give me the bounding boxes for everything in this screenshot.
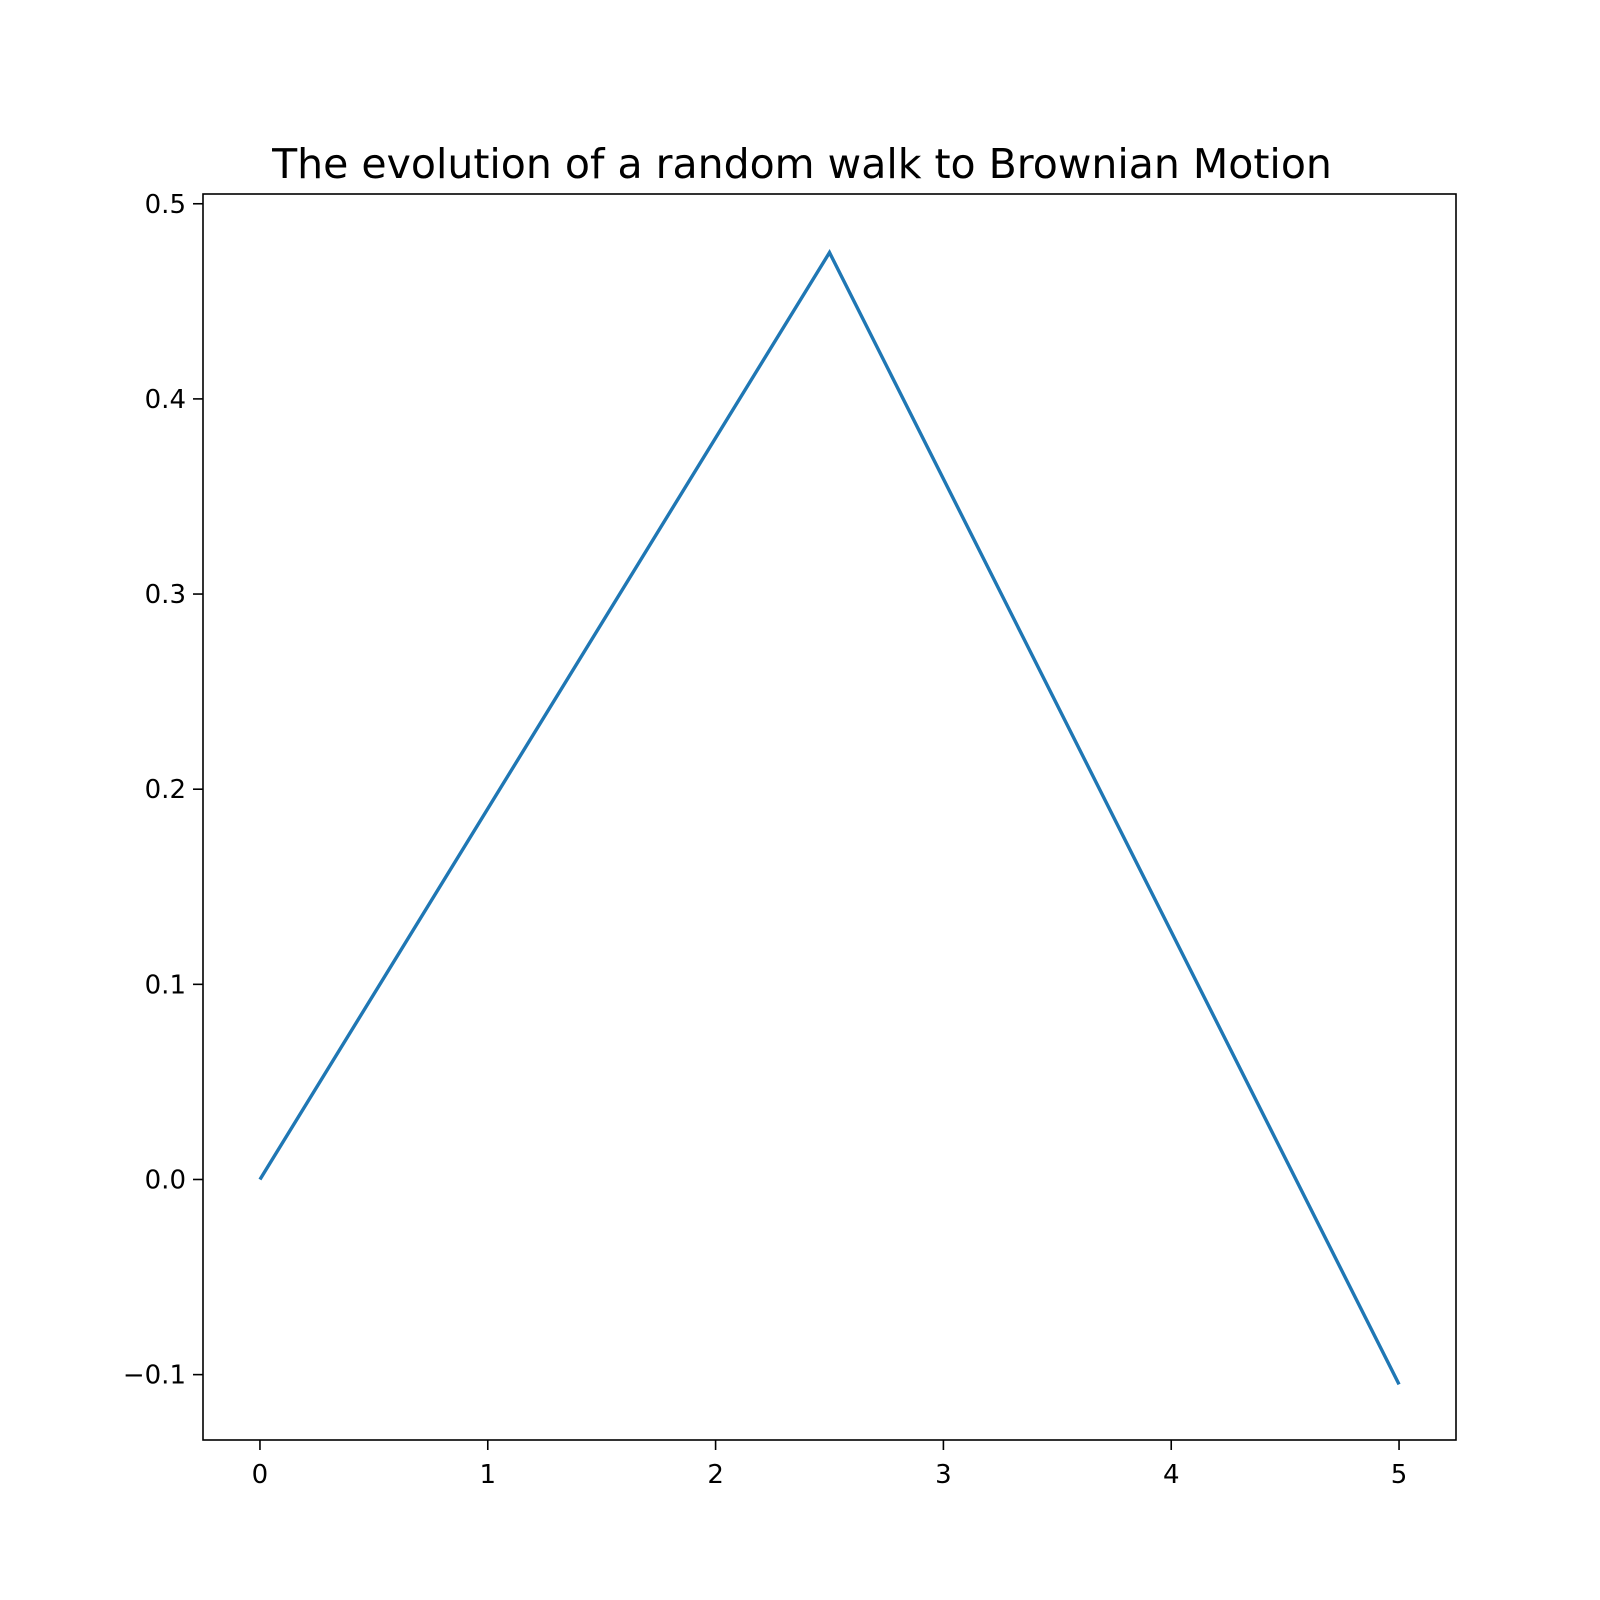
y-tick-label: 0.2 — [145, 775, 186, 805]
plot-area — [258, 249, 1401, 1386]
x-tick-label: 5 — [1391, 1460, 1408, 1490]
y-tick-label: 0.5 — [145, 190, 186, 220]
axes-frame — [202, 193, 1457, 1441]
x-tick-label: 4 — [1163, 1460, 1180, 1490]
y-tick-label: 0.0 — [145, 1165, 186, 1195]
x-tick-label: 2 — [707, 1460, 724, 1490]
x-tick-label: 1 — [479, 1460, 496, 1490]
y-tick-label: 0.1 — [145, 970, 186, 1000]
y-tick-label: 0.3 — [145, 580, 186, 610]
axes: 0 1 2 3 4 5 −0.1 0.0 0.1 0.2 0.3 0.4 0.5 — [123, 190, 1457, 1490]
x-tick-label: 0 — [252, 1460, 269, 1490]
y-tick-label: 0.4 — [145, 385, 186, 415]
series-line-0 — [258, 249, 1401, 1386]
y-tick-label: −0.1 — [123, 1361, 186, 1391]
x-tick-label: 3 — [935, 1460, 952, 1490]
chart-title: The evolution of a random walk to Browni… — [271, 140, 1332, 188]
